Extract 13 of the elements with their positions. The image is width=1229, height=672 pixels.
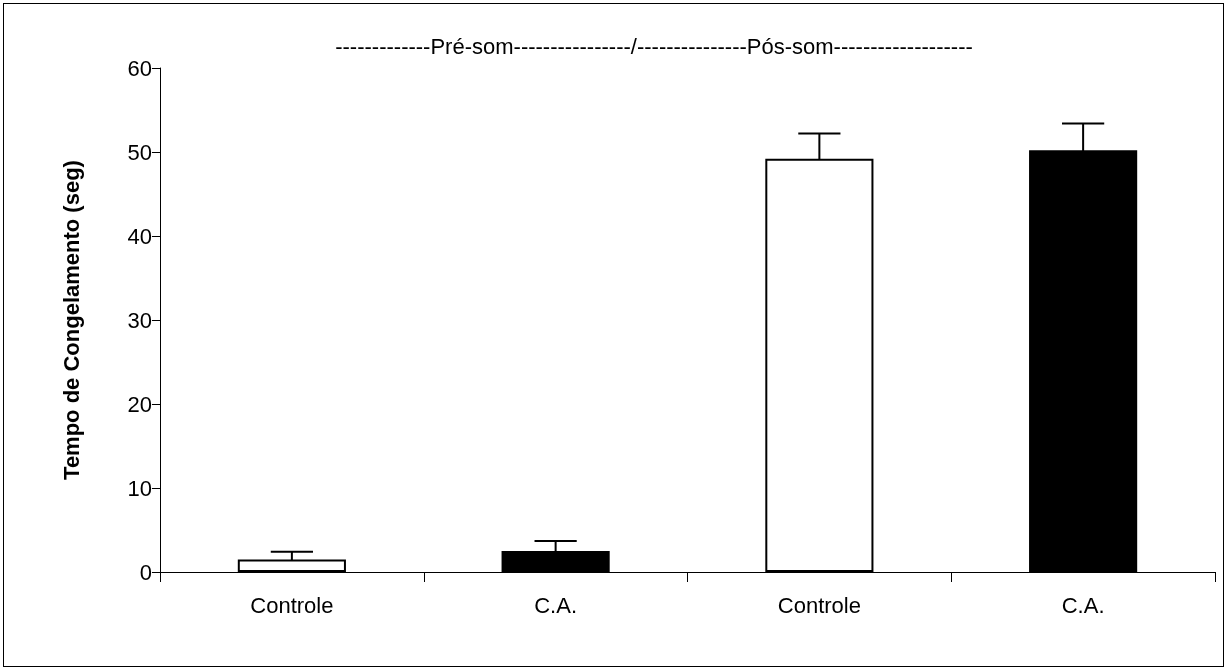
y-tick-label: 40: [127, 223, 152, 249]
y-tick-label: 60: [127, 55, 152, 81]
chart-title: -------------Pré-som----------------/---------------Pós-som-------------------: [335, 33, 973, 59]
y-tick-label: 20: [127, 391, 152, 417]
x-tick-label: Controle: [777, 592, 861, 618]
x-tick-label: Controle: [250, 592, 334, 618]
y-axis-title: Tempo de Congelamento (seg): [58, 160, 84, 480]
x-tick-label: C.A.: [534, 592, 578, 618]
x-tick-label: C.A.: [1061, 592, 1105, 618]
y-tick-label: 10: [127, 475, 152, 501]
y-tick-label: 30: [127, 307, 152, 333]
y-tick-label: 50: [127, 139, 152, 165]
y-tick-label: 0: [139, 559, 152, 585]
